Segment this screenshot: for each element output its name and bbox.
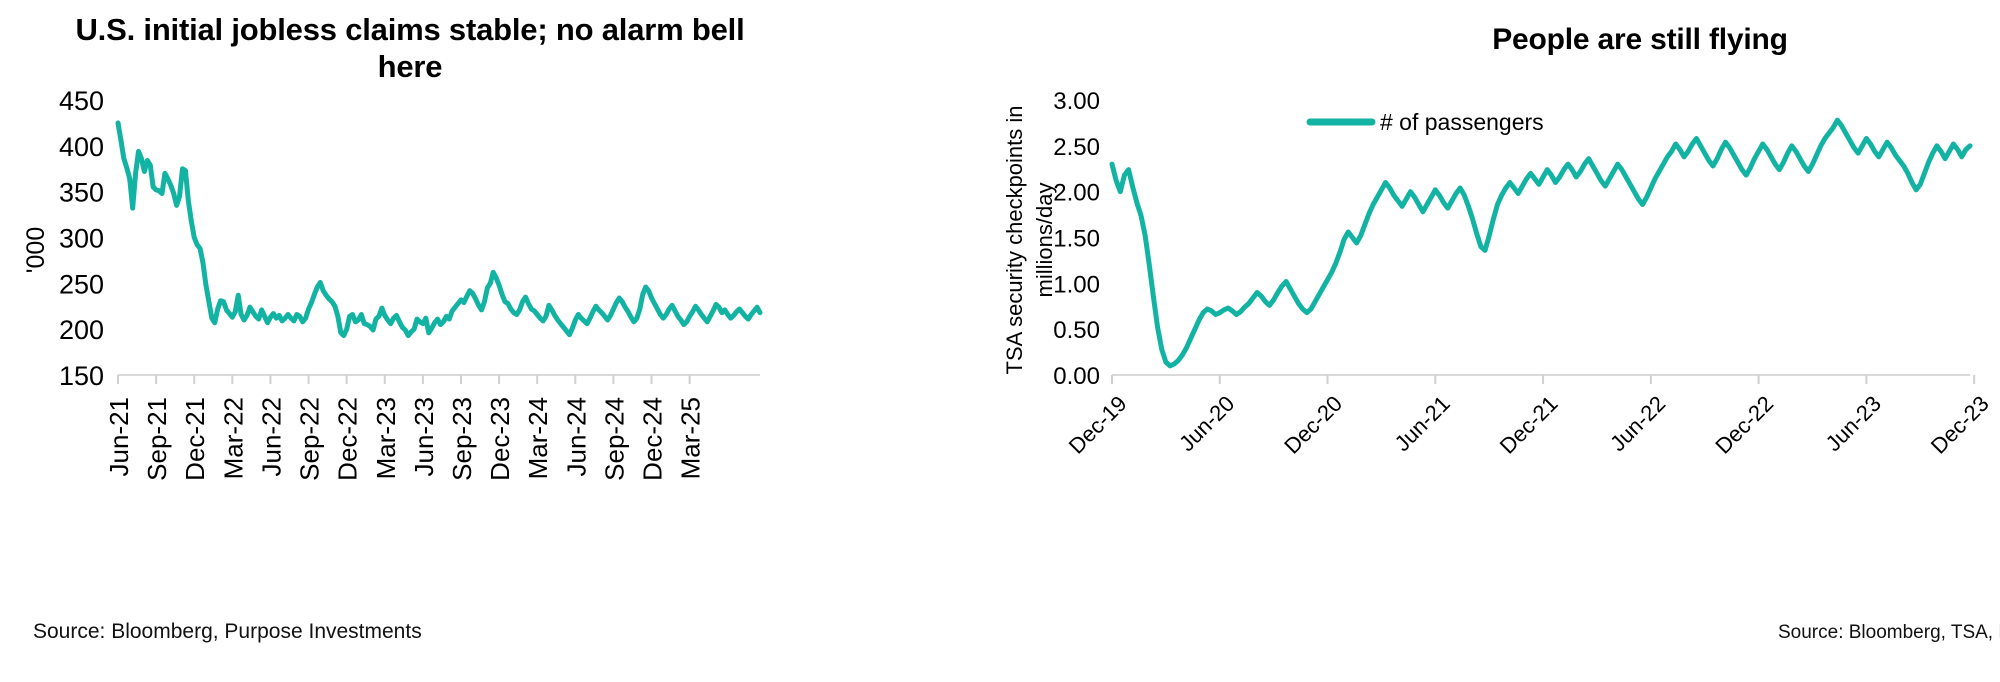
y-axis-tick-label: 3.00 <box>1053 88 1100 115</box>
x-axis-tick-label: Dec-22 <box>333 397 363 481</box>
x-axis-tick-label: Jun-20 <box>1174 391 1239 456</box>
x-axis-tick-label: Jun-21 <box>104 397 134 477</box>
x-axis-tick-label: Mar-24 <box>523 397 553 479</box>
y-axis-title: TSA security checkpoints in <box>1002 105 1027 374</box>
x-axis-tick-label: Jun-23 <box>409 397 439 477</box>
x-axis-tick-label: Sep-24 <box>599 397 629 481</box>
source-note-right: Source: Bloomberg, TSA, Purpose Investme… <box>1778 622 2000 643</box>
x-axis-tick-label: Dec-19 <box>1064 391 1132 459</box>
y-axis-tick-label: 1.00 <box>1053 271 1100 298</box>
x-axis-tick-label: Sep-21 <box>142 397 172 481</box>
x-axis-tick-label: Sep-22 <box>295 397 325 481</box>
x-axis-tick-label: Jun-22 <box>256 397 286 477</box>
y-axis-tick-label: 350 <box>59 178 104 208</box>
y-axis-tick-label: 300 <box>59 224 104 254</box>
y-axis-tick-label: 0.00 <box>1053 363 1100 390</box>
y-axis-tick-label: 200 <box>59 315 104 345</box>
x-axis-tick-label: Jun-24 <box>561 397 591 477</box>
x-axis-tick-label: Dec-20 <box>1279 391 1347 459</box>
y-axis-tick-label: 400 <box>59 132 104 162</box>
x-axis-tick-label: Dec-22 <box>1710 391 1778 459</box>
y-axis-tick-label: 2.00 <box>1053 180 1100 207</box>
tsa-passengers-chart: 0.00 0.50 1.00 1.50 2.00 2.50 3.00 Dec-19 Jun-20… <box>1002 88 1994 459</box>
jobless-claims-chart: 150 200 250 300 350 400 450 Jun-21 Sep-21 Dec-21 M… <box>22 86 763 481</box>
x-axis-tick-label: Jun-21 <box>1390 391 1455 456</box>
page-title-right: People are still flying <box>1492 23 1788 56</box>
y-axis-title: millions/day <box>1032 183 1057 298</box>
y-axis-tick-label: 2.50 <box>1053 134 1100 161</box>
x-axis-tick-label: Jun-23 <box>1821 391 1886 456</box>
x-axis-tick-label: Sep-23 <box>447 397 477 481</box>
source-note-left: Source: Bloomberg, Purpose Investments <box>33 620 422 643</box>
y-axis-tick-label: 0.50 <box>1053 317 1100 344</box>
y-axis-tick-label: 450 <box>59 86 104 116</box>
y-axis-tick-label: 1.50 <box>1053 226 1100 253</box>
x-axis-tick-label: Dec-23 <box>485 397 515 481</box>
y-axis-tick-label: 150 <box>59 361 104 391</box>
x-axis-tick-label: Dec-21 <box>180 397 210 481</box>
x-axis-tick-label: Dec-23 <box>1926 391 1994 459</box>
x-axis-tick-label: Mar-23 <box>371 397 401 479</box>
legend-label: # of passengers <box>1380 109 1544 135</box>
chart-panel-tsa-passengers: People are still flying 0.00 0.50 1.00 1.50… <box>1000 0 2000 682</box>
data-series-line <box>1109 117 1973 369</box>
x-axis-tick-label: Mar-25 <box>676 397 706 479</box>
page-title: U.S. initial jobless claims stable; no a… <box>75 12 745 84</box>
y-axis-title: '000 <box>22 227 50 273</box>
x-axis-tick-label: Mar-22 <box>218 397 248 479</box>
chart-panel-jobless-claims: U.S. initial jobless claims stable; no a… <box>22 12 763 643</box>
x-axis-tick-label: Dec-21 <box>1495 391 1563 459</box>
data-series-line <box>115 120 763 339</box>
x-axis-tick-label: Dec-24 <box>638 397 668 481</box>
y-axis-tick-label: 250 <box>59 269 104 299</box>
x-axis-tick-label: Jun-22 <box>1605 391 1670 456</box>
